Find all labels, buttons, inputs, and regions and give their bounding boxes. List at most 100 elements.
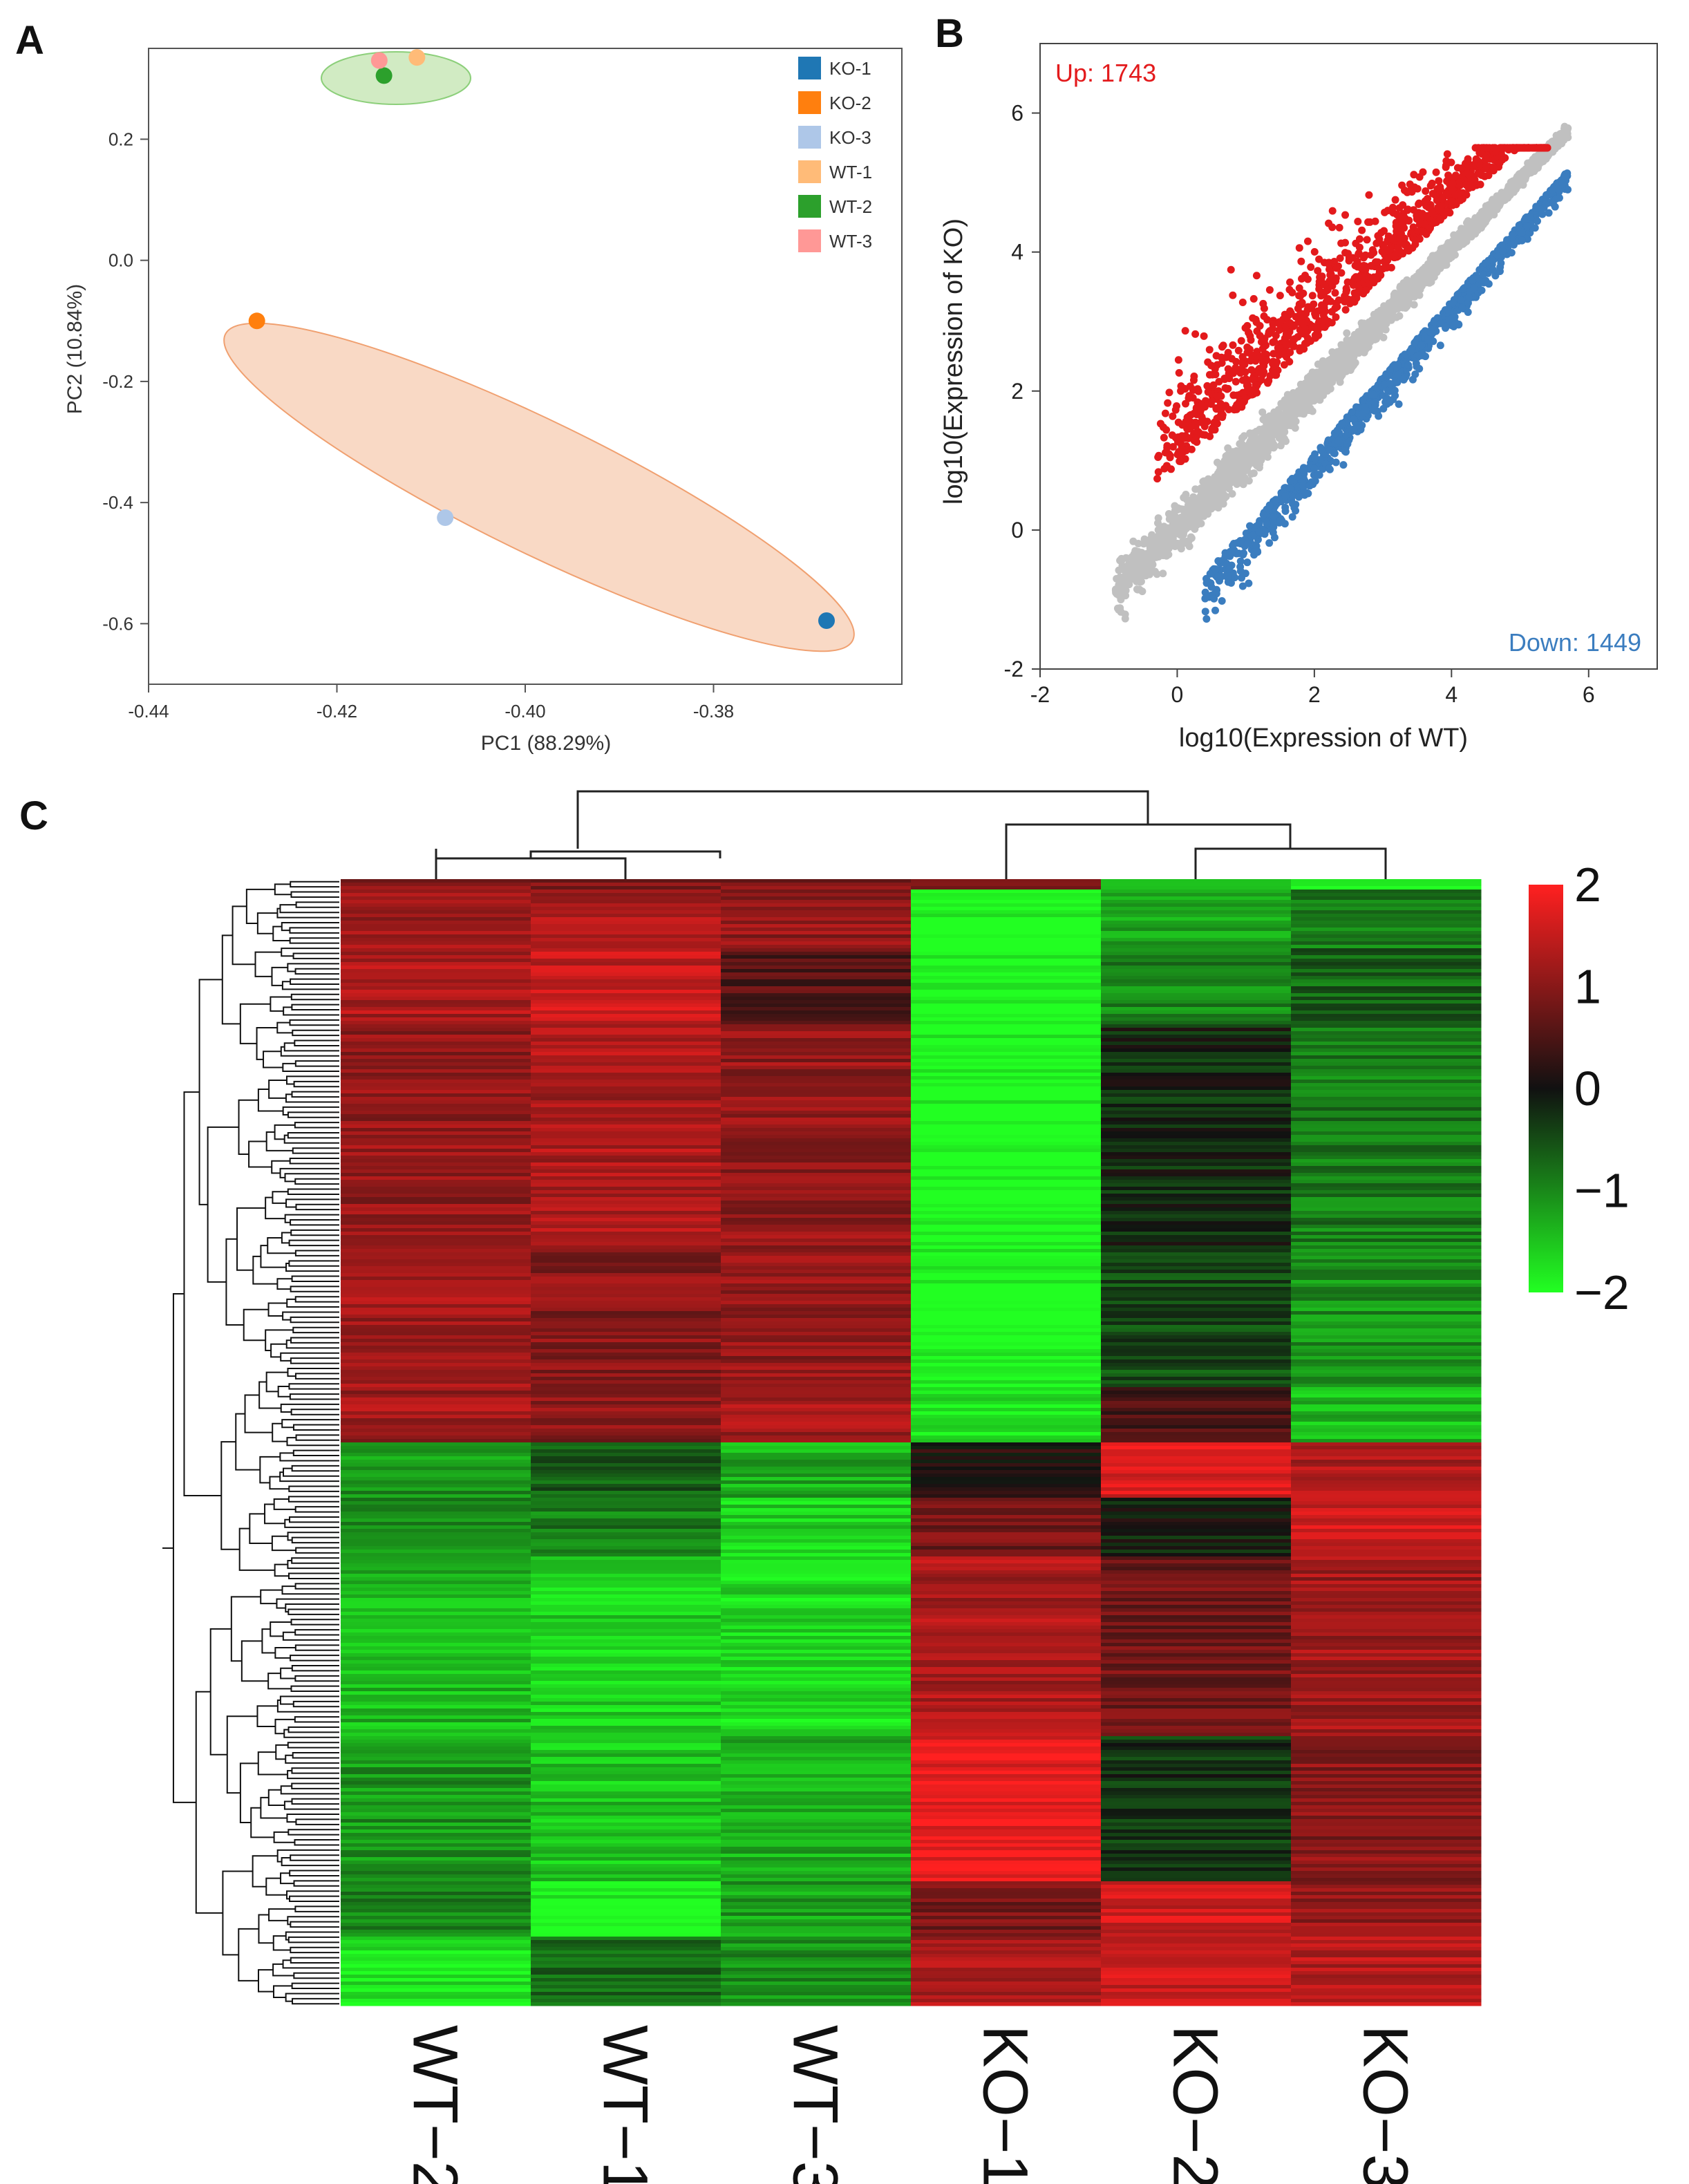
heatmap-cell <box>721 900 912 904</box>
ma-point-up <box>1153 475 1162 483</box>
row-dendro-branch <box>292 1449 339 1457</box>
row-dendro-branch <box>252 1855 278 1888</box>
ma-point-up <box>1395 245 1403 254</box>
ma-point-down <box>1361 403 1369 411</box>
ma-point-up <box>1464 169 1472 178</box>
ma-point-up <box>1296 346 1304 355</box>
ma-point-ns <box>1259 428 1267 436</box>
ma-point-down <box>1303 489 1311 497</box>
ma-point-up <box>1286 307 1294 315</box>
ma-point-down <box>1509 230 1517 238</box>
row-dendro-branch <box>279 904 339 914</box>
ma-point-up <box>1180 434 1189 442</box>
ma-point-up <box>1398 217 1406 225</box>
row-dendro-branch <box>282 1106 339 1116</box>
heatmap-cell <box>1101 889 1292 894</box>
ma-point-up <box>1328 223 1337 232</box>
ma-point-ns <box>1249 469 1258 478</box>
ma-point-ns <box>1404 279 1413 287</box>
row-dendro-branch <box>287 1726 339 1733</box>
row-dendro-branch <box>286 1813 339 1823</box>
ma-point-up <box>1178 421 1187 429</box>
heatmap-cell <box>531 889 721 894</box>
heatmap-cell <box>721 879 912 883</box>
ma-y-tick-label: 0 <box>1011 518 1023 543</box>
ma-point-ns <box>1252 455 1261 463</box>
ma-point-down <box>1437 319 1445 328</box>
ma-point-up <box>1404 205 1412 214</box>
row-dendro-branch <box>250 1807 274 1838</box>
ma-point-up <box>1191 330 1200 338</box>
row-dendro-branch <box>287 1916 339 1926</box>
heatmap-cell <box>721 914 912 918</box>
ma-point-down <box>1458 304 1466 312</box>
heatmap-cell <box>1291 917 1482 921</box>
row-dendro-branch <box>272 1935 291 1951</box>
row-dendro-branch <box>280 1403 339 1413</box>
ma-point-ns <box>1327 369 1335 377</box>
heatmap-cell <box>341 903 531 907</box>
ma-point-down <box>1436 341 1444 350</box>
heatmap-cell <box>911 955 1102 959</box>
ma-point-up <box>1482 154 1490 162</box>
ma-point-down <box>1523 221 1531 229</box>
ma-point-up <box>1310 247 1319 256</box>
ma-point-down <box>1468 276 1476 285</box>
ma-point-up <box>1333 303 1341 311</box>
ma-point-up <box>1456 196 1464 205</box>
ma-point-ns <box>1219 463 1227 471</box>
ma-data-points <box>1111 122 1572 623</box>
ma-point-down <box>1263 518 1271 527</box>
row-dendro-branch <box>294 1905 339 1912</box>
ma-point-up <box>1185 394 1193 402</box>
ma-point-up <box>1164 399 1172 407</box>
row-dendro-branch <box>257 1751 288 1776</box>
ma-point-up <box>1216 399 1225 408</box>
row-dendro-branch <box>287 1769 339 1780</box>
ma-point-up <box>1462 181 1471 189</box>
pca-point-wt-3 <box>370 52 388 69</box>
ma-point-ns <box>1252 446 1261 454</box>
ma-point-up <box>1249 294 1258 303</box>
ma-point-up <box>1451 171 1460 180</box>
row-dendro-branch <box>267 1302 287 1317</box>
pca-point-ko-3 <box>437 509 454 527</box>
heatmap-cell <box>721 917 912 921</box>
ma-point-up <box>1273 358 1281 366</box>
ma-point-up <box>1190 372 1198 380</box>
heatmap-cell <box>1101 896 1292 901</box>
heatmap-cell <box>1291 879 1482 883</box>
ma-point-up <box>1263 379 1272 387</box>
heatmap-cell <box>341 955 531 959</box>
ma-point-ns <box>1115 576 1123 584</box>
ma-point-up <box>1449 180 1457 188</box>
row-dendro-branch <box>183 1091 222 1496</box>
heatmap-cell <box>531 948 721 952</box>
legend-label-wt-1: WT-1 <box>829 162 872 182</box>
heatmap-cell <box>721 955 912 959</box>
ma-point-ns <box>1171 513 1180 521</box>
legend-label-ko-2: KO-2 <box>829 93 871 113</box>
ma-point-up <box>1276 292 1284 300</box>
heatmap-cell <box>531 896 721 901</box>
ma-point-ns <box>1306 394 1314 402</box>
ma-point-up <box>1280 361 1288 369</box>
ma-point-up <box>1299 319 1308 328</box>
heatmap-cell <box>1291 952 1482 956</box>
ma-point-up <box>1443 150 1451 158</box>
heatmap-cell <box>721 924 912 928</box>
legend-label-wt-2: WT-2 <box>829 196 872 217</box>
row-dendro-branch <box>283 1134 339 1144</box>
dendro-ko-group <box>1005 823 1292 879</box>
ma-point-ns <box>1348 363 1356 371</box>
heatmap-cell <box>1291 910 1482 914</box>
row-dendro-branch <box>294 1122 339 1129</box>
ma-point-ns <box>1154 514 1162 523</box>
pca-point-wt-2 <box>375 67 393 84</box>
ma-point-up <box>1436 216 1444 224</box>
ma-point-ns <box>1222 452 1230 460</box>
row-dendro-branch <box>281 948 339 957</box>
ma-point-ns <box>1344 346 1352 354</box>
ma-point-up <box>1186 411 1194 420</box>
